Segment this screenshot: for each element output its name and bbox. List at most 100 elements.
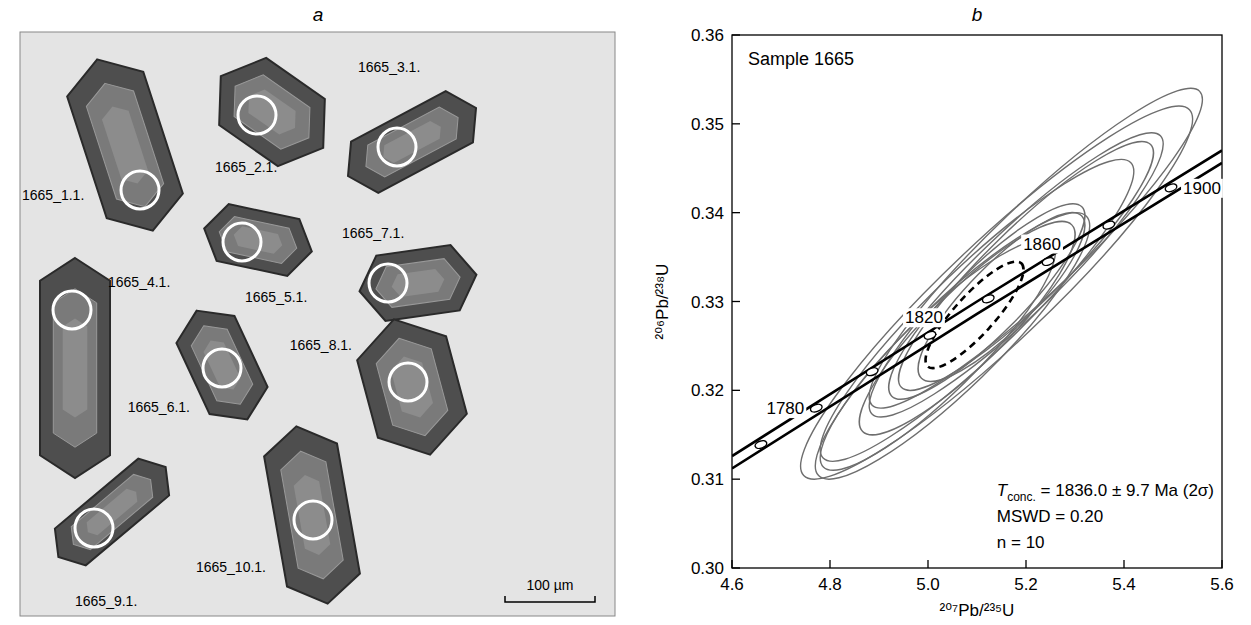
grain-label: 1665_10.1.: [196, 559, 266, 575]
analysis-spot: [203, 349, 241, 387]
analysis-ellipse: [769, 73, 1222, 512]
concordia-curve: [732, 163, 1222, 469]
annotation-text: = 1836.0 ± 9.7 Ma (2σ): [1036, 481, 1214, 500]
y-tick-label: 0.35: [691, 115, 724, 134]
analysis-spot: [121, 171, 159, 209]
annotation: Tconc. = 1836.0 ± 9.7 Ma (2σ): [997, 481, 1214, 504]
scale-bar-label: 100 µm: [527, 577, 574, 593]
grain-zone: [357, 102, 466, 183]
grain-label: 1665_2.1.: [215, 159, 277, 175]
grain-zone: [371, 331, 452, 443]
scale-bar: [505, 596, 595, 602]
age-marker: [809, 403, 823, 414]
zircon-grain: [197, 43, 346, 182]
grain-core: [390, 268, 446, 298]
x-tick: [1025, 560, 1026, 568]
y-tick: [732, 390, 740, 391]
grain-zone: [278, 447, 346, 583]
grain-core: [99, 102, 151, 188]
age-marker: [923, 330, 937, 341]
zircon-grain: [198, 200, 318, 280]
analysis-spot: [238, 96, 276, 134]
analysis-spot: [75, 509, 113, 547]
grain-rim: [43, 449, 181, 576]
analysis-spot: [389, 363, 427, 401]
x-tick: [1123, 560, 1124, 568]
y-tick: [732, 301, 740, 302]
age-label: 1780: [766, 399, 804, 418]
x-tick-label: 5.6: [1210, 575, 1234, 594]
x-tick: [829, 560, 830, 568]
analysis-spot: [53, 291, 91, 329]
grain-zone: [221, 65, 324, 158]
y-axis-title: ²⁰⁶Pb/²³⁸U: [653, 264, 672, 340]
age-label: 1820: [905, 308, 943, 327]
age-marker: [754, 439, 768, 450]
grain-rim: [198, 200, 318, 280]
zircon-grain: [334, 82, 489, 201]
cl-image-panel: 1665_1.1. 1665_2.1. 1665_3.1. 1665_4.1. 1665…: [20, 32, 615, 616]
analysis-ellipse: [875, 118, 1177, 415]
age-label: 1860: [1023, 235, 1061, 254]
analysis-ellipse: [844, 106, 1189, 443]
grain-label: 1665_3.1.: [358, 59, 420, 75]
grain-core: [292, 473, 331, 557]
annotation: n = 10: [997, 533, 1045, 552]
panel-letter: b: [972, 4, 983, 25]
y-tick-label: 0.31: [691, 470, 724, 489]
grain-rim: [59, 47, 191, 243]
y-tick: [732, 479, 740, 480]
grain-core: [388, 352, 435, 421]
age-label: 1900: [1183, 179, 1221, 198]
panel-letter: a: [313, 4, 324, 25]
analysis-ellipse: [868, 183, 1106, 420]
grain-rim: [334, 82, 489, 201]
y-tick: [732, 34, 740, 35]
analysis-spot: [223, 223, 261, 261]
grain-label: 1665_1.1.: [22, 187, 84, 203]
analysis-spot: [294, 501, 332, 539]
label-patch: [1181, 179, 1223, 198]
grain-zone: [81, 76, 168, 215]
y-tick-label: 0.34: [691, 204, 724, 223]
zircon-grain: [355, 242, 481, 324]
grain-rim: [349, 307, 474, 466]
y-tick-label: 0.33: [691, 293, 724, 312]
zircon-grain: [43, 449, 181, 576]
x-tick-label: 5.2: [1014, 575, 1038, 594]
grain-label: 1665_5.1.: [245, 289, 307, 305]
plot-frame: [732, 35, 1222, 568]
x-tick-label: 5.4: [1112, 575, 1136, 594]
label-patch: [903, 308, 945, 327]
concordia-curve: [732, 150, 1222, 456]
grain-rim: [260, 420, 364, 610]
age-labels: 1780 1820 1860 1900: [764, 179, 1222, 418]
age-marker: [981, 293, 995, 304]
annotation: MSWD = 0.20: [997, 507, 1103, 526]
age-marker: [1164, 182, 1178, 193]
analysis-ellipse: [837, 198, 1098, 457]
zircon-grain: [40, 258, 110, 478]
analysis-ellipse: [796, 215, 1079, 494]
y-tick-label: 0.36: [691, 26, 724, 45]
plot-marks: [732, 60, 1222, 512]
zircon-grain: [59, 47, 191, 243]
analysis-spot: [369, 264, 407, 302]
grain-label: 1665_7.1.: [342, 225, 404, 241]
y-tick-label: 0.32: [691, 381, 724, 400]
y-tick-label: 0.30: [691, 559, 724, 578]
image-background: [20, 32, 615, 616]
grain-zone: [216, 214, 301, 266]
annotations: Tconc. = 1836.0 ± 9.7 Ma (2σ) MSWD = 0.20…: [997, 481, 1214, 552]
annotation-subscript: conc.: [1007, 490, 1036, 504]
grain-zone: [186, 317, 258, 412]
x-tick: [1221, 560, 1222, 568]
age-marker: [865, 366, 879, 377]
grain-core: [200, 336, 243, 394]
x-tick-label: 4.8: [818, 575, 842, 594]
analysis-ellipse: [789, 186, 1116, 507]
grain-label: 1665_4.1.: [108, 274, 170, 290]
axes: 4.64.85.05.25.45.60.300.310.320.330.340.…: [653, 26, 1234, 620]
sample-label: Sample 1665: [748, 49, 854, 69]
x-tick: [927, 560, 928, 568]
